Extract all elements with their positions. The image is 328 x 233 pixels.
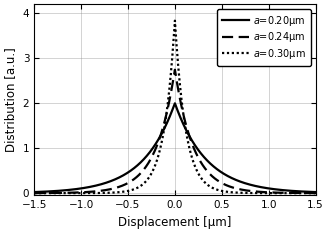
a=0.30μm xyxy=(152,166,156,169)
a=0.24μm xyxy=(32,192,36,195)
a=0.30μm xyxy=(308,192,312,195)
a=0.24μm xyxy=(140,170,144,173)
Line: a=0.30μm: a=0.30μm xyxy=(34,21,316,193)
Legend: $\mathit{a}$=0.20µm, $\mathit{a}$=0.24µm, $\mathit{a}$=0.30µm: $\mathit{a}$=0.20µm, $\mathit{a}$=0.24µm… xyxy=(217,9,311,66)
a=0.20μm xyxy=(64,189,68,192)
a=0.24μm xyxy=(314,192,318,195)
a=0.20μm xyxy=(32,191,36,193)
a=0.20μm xyxy=(152,145,156,147)
a=0.30μm xyxy=(140,183,144,186)
a=0.24μm xyxy=(152,151,156,153)
a=0.20μm xyxy=(278,188,282,191)
a=0.30μm xyxy=(32,192,36,195)
a=0.30μm xyxy=(81,192,85,195)
Line: a=0.20μm: a=0.20μm xyxy=(34,103,316,192)
a=0.20μm xyxy=(140,160,144,162)
a=0.30μm xyxy=(314,192,318,195)
a=0.24μm xyxy=(64,191,68,194)
a=0.24μm xyxy=(173,68,177,71)
a=0.24μm xyxy=(308,192,312,195)
a=0.24μm xyxy=(81,191,85,194)
a=0.30μm xyxy=(278,192,282,195)
a=0.30μm xyxy=(173,19,177,22)
a=0.20μm xyxy=(308,190,312,193)
X-axis label: Displacement [μm]: Displacement [μm] xyxy=(118,216,232,229)
a=0.20μm xyxy=(81,187,85,189)
Line: a=0.24μm: a=0.24μm xyxy=(34,70,316,193)
a=0.30μm xyxy=(64,192,68,195)
a=0.24μm xyxy=(278,191,282,194)
Y-axis label: Distribution [a.u.]: Distribution [a.u.] xyxy=(4,48,17,152)
a=0.20μm xyxy=(173,102,177,105)
a=0.20μm xyxy=(314,191,318,193)
